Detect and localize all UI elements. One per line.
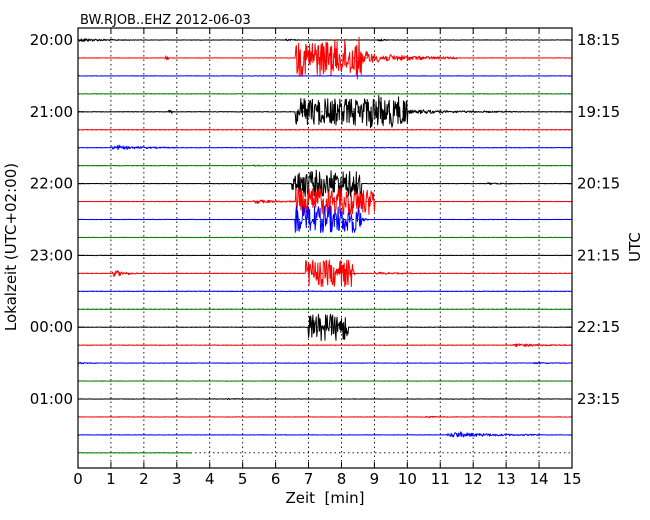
x-axis-label: Zeit [min] — [285, 489, 364, 507]
plot-border — [77, 27, 573, 469]
x-tick-label: 15 — [562, 470, 581, 488]
right-axis-label: UTC — [626, 232, 644, 262]
left-tick-label: 21:00 — [30, 103, 73, 121]
seismic-trace — [77, 415, 573, 419]
right-tick-label: 19:15 — [577, 103, 620, 121]
seismic-trace — [77, 169, 573, 198]
seismic-trace — [77, 94, 573, 129]
right-tick-label: 23:15 — [577, 390, 620, 408]
left-tick-label: 22:00 — [30, 175, 73, 193]
chart-title: BW.RJOB..EHZ 2012-06-03 — [80, 13, 251, 28]
x-axis-ticks: 0 1 2 3 4 5 6 7 8 9 10 11 12 13 14 15 — [73, 28, 582, 488]
x-tick-label: 5 — [238, 470, 248, 488]
x-tick-label: 2 — [139, 470, 149, 488]
right-axis-ticks: 18:15 19:15 20:15 21:15 22:15 23:15 — [566, 31, 620, 408]
seismic-trace — [77, 361, 573, 365]
x-tick-label: 9 — [370, 470, 380, 488]
x-tick-label: 11 — [431, 470, 450, 488]
right-tick-label: 22:15 — [577, 318, 620, 336]
seismic-trace — [77, 259, 573, 288]
right-tick-label: 18:15 — [577, 31, 620, 49]
left-tick-label: 23:00 — [30, 246, 73, 264]
x-tick-label: 0 — [73, 470, 83, 488]
left-tick-label: 01:00 — [30, 390, 73, 408]
trace-group — [77, 36, 573, 454]
seismic-trace — [77, 38, 573, 42]
left-tick-label: 20:00 — [30, 31, 73, 49]
seismic-trace — [77, 343, 573, 348]
x-tick-label: 14 — [530, 470, 549, 488]
left-tick-label: 00:00 — [30, 318, 73, 336]
left-axis-label: Lokalzeit (UTC+02:00) — [2, 163, 20, 331]
seismic-trace — [77, 144, 573, 151]
seismic-trace — [77, 431, 573, 438]
seismic-trace — [77, 164, 573, 167]
x-tick-label: 3 — [172, 470, 182, 488]
left-axis-ticks: 20:00 21:00 22:00 23:00 00:00 01:00 — [30, 31, 84, 408]
seismic-trace — [77, 36, 573, 80]
seismic-trace — [77, 313, 573, 342]
seismic-trace — [77, 205, 573, 233]
x-tick-label: 12 — [464, 470, 483, 488]
right-tick-label: 21:15 — [577, 246, 620, 264]
x-tick-label: 4 — [205, 470, 215, 488]
x-tick-label: 7 — [304, 470, 314, 488]
x-tick-label: 6 — [271, 470, 281, 488]
x-tick-label: 10 — [398, 470, 417, 488]
seismic-trace — [77, 397, 573, 401]
x-tick-label: 8 — [337, 470, 347, 488]
x-tick-label: 1 — [106, 470, 116, 488]
right-tick-label: 20:15 — [577, 175, 620, 193]
x-tick-label: 13 — [497, 470, 516, 488]
